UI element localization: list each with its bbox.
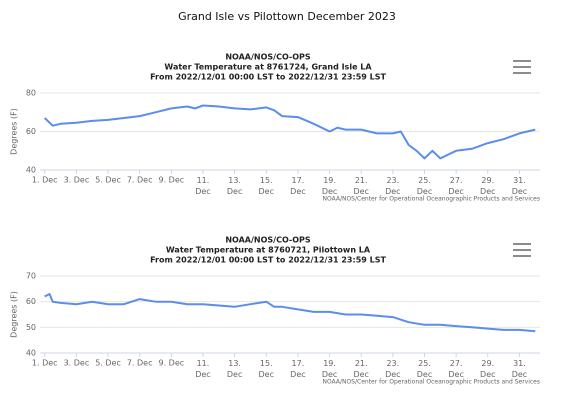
x-tick-label: 17. Dec bbox=[290, 359, 305, 379]
page-title: Grand Isle vs Pilottown December 2023 bbox=[178, 10, 396, 23]
menu-button[interactable] bbox=[513, 60, 531, 74]
x-tick-label: 11. Dec bbox=[195, 176, 210, 196]
x-tick-label: 1. Dec bbox=[32, 176, 58, 185]
chart-title: NOAA/NOS/CO-OPS bbox=[225, 236, 311, 245]
credits: NOAA/NOS/Center for Operational Oceanogr… bbox=[322, 196, 540, 203]
x-tick-label: 7. Dec bbox=[127, 176, 153, 185]
menu-icon-bar bbox=[513, 60, 531, 62]
x-tick-label: 31. Dec bbox=[512, 359, 527, 379]
x-tick-label: 21. Dec bbox=[353, 176, 368, 196]
chart-subtitle: From 2022/12/01 00:00 LST to 2022/12/31 … bbox=[150, 73, 386, 82]
menu-icon-bar bbox=[513, 66, 531, 68]
menu-icon-bar bbox=[513, 255, 531, 257]
x-tick-label: 29. Dec bbox=[480, 359, 495, 379]
y-tick-label: 70 bbox=[26, 272, 36, 281]
x-tick-label: 27. Dec bbox=[448, 359, 463, 379]
y-tick-label: 60 bbox=[26, 297, 36, 306]
x-tick-label: 15. Dec bbox=[259, 176, 274, 196]
x-tick-label: 3. Dec bbox=[64, 176, 90, 185]
y-tick-label: 40 bbox=[26, 166, 36, 175]
x-tick-label: 23. Dec bbox=[385, 176, 400, 196]
x-tick-label: 19. Dec bbox=[322, 176, 337, 196]
x-tick-label: 5. Dec bbox=[95, 359, 121, 368]
x-tick-label: 17. Dec bbox=[290, 176, 305, 196]
x-tick-label: 27. Dec bbox=[448, 176, 463, 196]
series-line bbox=[44, 293, 536, 333]
credits: NOAA/NOS/Center for Operational Oceanogr… bbox=[322, 379, 540, 386]
x-tick-label: 3. Dec bbox=[64, 359, 90, 368]
y-tick-label: 50 bbox=[26, 323, 36, 332]
x-tick-label: 25. Dec bbox=[417, 176, 432, 196]
y-axis-label: Degrees (F) bbox=[10, 291, 19, 338]
x-tick-label: 25. Dec bbox=[417, 359, 432, 379]
x-tick-label: 11. Dec bbox=[195, 359, 210, 379]
menu-icon-bar bbox=[513, 72, 531, 74]
menu-icon-bar bbox=[513, 243, 531, 245]
series-line bbox=[44, 104, 536, 160]
x-tick-label: 1. Dec bbox=[32, 359, 58, 368]
menu-icon-bar bbox=[513, 249, 531, 251]
chart-title: NOAA/NOS/CO-OPS bbox=[225, 53, 311, 62]
x-tick-label: 29. Dec bbox=[480, 176, 495, 196]
x-tick-label: 9. Dec bbox=[159, 176, 185, 185]
x-tick-label: 13. Dec bbox=[227, 359, 242, 379]
x-tick-label: 23. Dec bbox=[385, 359, 400, 379]
y-tick-label: 60 bbox=[26, 127, 36, 136]
menu-button[interactable] bbox=[513, 243, 531, 257]
x-tick-label: 7. Dec bbox=[127, 359, 153, 368]
x-tick-label: 15. Dec bbox=[259, 359, 274, 379]
x-tick-label: 9. Dec bbox=[159, 359, 185, 368]
x-tick-label: 31. Dec bbox=[512, 176, 527, 196]
chart-subtitle: Water Temperature at 8760721, Pilottown … bbox=[166, 246, 371, 255]
y-tick-label: 40 bbox=[26, 349, 36, 358]
chart-subtitle: From 2022/12/01 00:00 LST to 2022/12/31 … bbox=[150, 256, 386, 265]
x-tick-label: 19. Dec bbox=[322, 359, 337, 379]
chart-subtitle: Water Temperature at 8761724, Grand Isle… bbox=[164, 63, 372, 72]
y-axis-label: Degrees (F) bbox=[10, 108, 19, 155]
y-tick-label: 80 bbox=[26, 89, 36, 98]
x-tick-label: 5. Dec bbox=[95, 176, 121, 185]
x-tick-label: 13. Dec bbox=[227, 176, 242, 196]
x-tick-label: 21. Dec bbox=[353, 359, 368, 379]
